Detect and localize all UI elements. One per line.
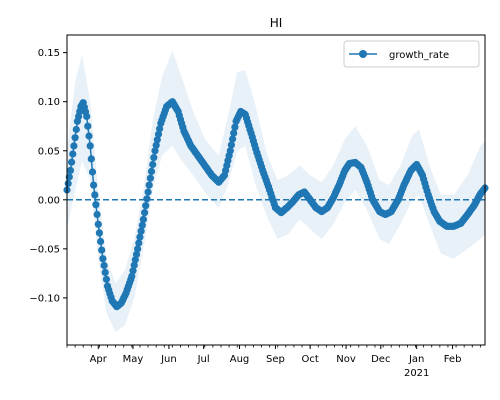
data-point bbox=[130, 261, 138, 269]
data-point bbox=[92, 201, 100, 209]
chart-title: HI bbox=[270, 16, 283, 30]
data-point bbox=[156, 125, 164, 133]
x-tick-label: Sep bbox=[266, 354, 285, 365]
data-point bbox=[144, 188, 152, 196]
data-point bbox=[69, 150, 77, 158]
x-tick-label: Oct bbox=[302, 354, 319, 365]
data-point bbox=[84, 122, 92, 130]
y-tick-label: 0.10 bbox=[38, 97, 60, 108]
data-point bbox=[86, 142, 94, 150]
legend-marker bbox=[359, 50, 367, 58]
data-point bbox=[145, 181, 153, 189]
data-point bbox=[66, 166, 75, 174]
y-tick-label: 0.05 bbox=[38, 146, 60, 157]
data-point bbox=[231, 123, 239, 131]
data-point bbox=[137, 227, 145, 235]
data-point bbox=[132, 250, 141, 258]
data-point bbox=[227, 141, 235, 149]
data-point bbox=[154, 130, 163, 138]
data-point bbox=[134, 245, 142, 253]
data-point bbox=[150, 154, 158, 162]
growth-rate-markers bbox=[63, 98, 489, 311]
y-tick-label: 0.00 bbox=[38, 195, 60, 206]
data-point bbox=[71, 134, 79, 142]
plot-area bbox=[63, 50, 489, 333]
legend-box bbox=[343, 40, 480, 68]
x-tick-label: Apr bbox=[90, 354, 108, 365]
data-point bbox=[142, 202, 150, 210]
data-point bbox=[149, 160, 157, 169]
data-point bbox=[85, 132, 93, 140]
y-tick-label: 0.15 bbox=[38, 48, 60, 59]
data-point bbox=[151, 147, 159, 155]
data-point bbox=[91, 191, 99, 199]
axes: −0.10 −0.05 0.00 0.05 0.10 0.15 Apr May Jun Jul Au… bbox=[29, 34, 486, 379]
data-point bbox=[139, 215, 147, 223]
data-point bbox=[101, 268, 109, 276]
data-point bbox=[88, 168, 97, 176]
data-point bbox=[153, 136, 161, 144]
data-point bbox=[72, 125, 80, 134]
data-point bbox=[152, 141, 160, 149]
data-point bbox=[230, 129, 238, 137]
data-point bbox=[68, 158, 76, 166]
data-point bbox=[99, 255, 107, 263]
data-point bbox=[138, 221, 146, 229]
data-point bbox=[229, 135, 237, 143]
data-point bbox=[97, 237, 105, 246]
x-year-label: 2021 bbox=[404, 368, 429, 379]
y-tick-label: −0.10 bbox=[29, 293, 60, 304]
x-tick-label: Feb bbox=[444, 354, 462, 365]
data-point bbox=[70, 142, 78, 150]
x-tick-label: May bbox=[123, 354, 144, 365]
data-point bbox=[136, 233, 144, 241]
data-point bbox=[135, 239, 143, 247]
data-point bbox=[94, 220, 102, 228]
legend: growth_rate bbox=[343, 40, 480, 68]
data-point bbox=[87, 155, 95, 163]
data-point bbox=[83, 112, 91, 120]
data-point bbox=[131, 256, 139, 264]
data-point bbox=[147, 167, 156, 175]
x-tick-label: Jan bbox=[408, 354, 424, 365]
x-tick-label: Aug bbox=[230, 354, 250, 365]
data-point bbox=[93, 210, 101, 219]
data-point bbox=[143, 195, 151, 203]
x-tick-label: Nov bbox=[336, 354, 356, 365]
data-point bbox=[146, 174, 154, 182]
data-point bbox=[98, 246, 106, 254]
data-point bbox=[102, 275, 110, 283]
legend-label: growth_rate bbox=[389, 50, 449, 61]
data-point bbox=[128, 272, 136, 280]
x-tick-label: Dec bbox=[371, 354, 390, 365]
data-point bbox=[226, 147, 234, 155]
data-point bbox=[90, 181, 98, 189]
x-tick-label: Jul bbox=[197, 354, 210, 365]
x-tick-label: Jun bbox=[160, 354, 177, 365]
data-point bbox=[64, 179, 72, 188]
data-point bbox=[95, 229, 103, 237]
y-tick-label: −0.05 bbox=[29, 244, 60, 255]
data-point bbox=[141, 209, 149, 217]
confidence-band bbox=[67, 50, 485, 333]
data-point bbox=[129, 267, 137, 275]
data-point bbox=[100, 261, 108, 270]
plot-frame bbox=[66, 34, 486, 346]
